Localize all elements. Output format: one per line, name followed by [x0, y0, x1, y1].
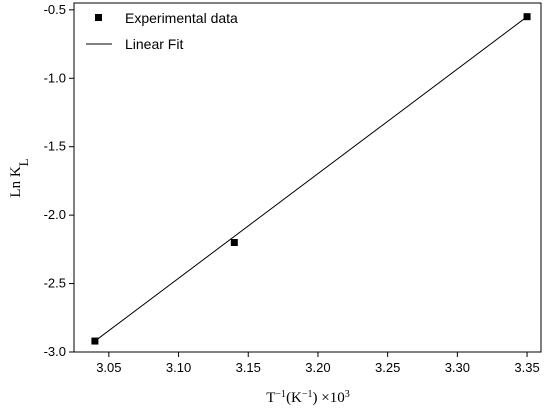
x-tick-label: 3.35 [514, 360, 539, 375]
legend-label-fit: Linear Fit [125, 36, 183, 52]
legend-label-experimental: Experimental data [125, 10, 238, 26]
y-tick-label: -3.0 [44, 344, 66, 359]
x-tick-label: 3.05 [96, 360, 121, 375]
legend-marker-experimental [95, 14, 102, 21]
plot-frame [73, 2, 542, 353]
y-axis-ticks: -3.0 -2.5 -2.0 -1.5 -1.0 -0.5 [44, 2, 74, 359]
data-point-marker [230, 239, 238, 247]
x-tick-label: 3.15 [236, 360, 261, 375]
y-tick-label: -1.0 [44, 70, 66, 85]
x-tick-label: 3.20 [305, 360, 330, 375]
x-tick-label: 3.25 [375, 360, 400, 375]
x-axis-title: T−1(K−1) ×103 [266, 389, 350, 407]
linear-fit-line [94, 16, 528, 342]
y-tick-label: -0.5 [44, 2, 66, 17]
x-tick-label: 3.30 [445, 360, 470, 375]
y-tick-label: -1.5 [44, 139, 66, 154]
y-tick-label: -2.5 [44, 276, 66, 291]
data-point-marker [523, 13, 531, 21]
y-tick-label: -2.0 [44, 207, 66, 222]
data-point-marker [91, 337, 99, 345]
x-tick-label: 3.10 [166, 360, 191, 375]
series-layer [91, 13, 531, 345]
legend: Experimental data Linear Fit [86, 10, 238, 52]
x-axis-ticks: 3.05 3.10 3.15 3.20 3.25 3.30 3.35 [96, 352, 540, 375]
y-axis-title: Ln KL [8, 158, 31, 197]
